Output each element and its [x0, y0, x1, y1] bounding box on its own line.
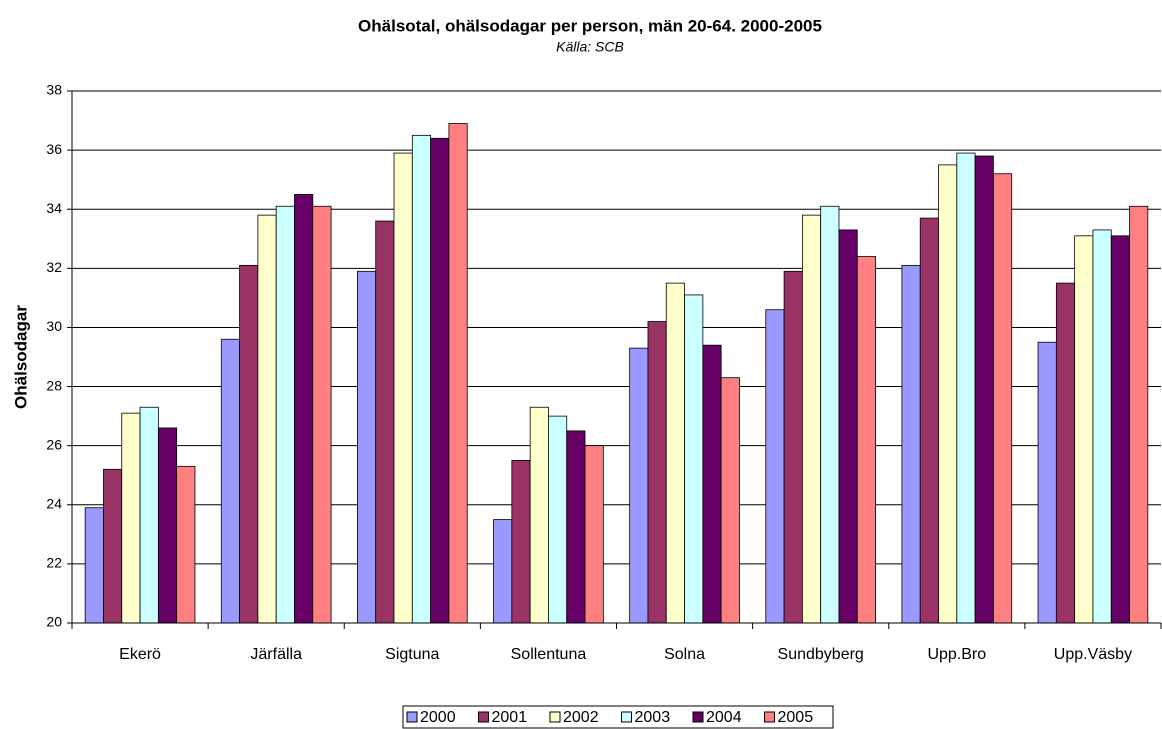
x-tick-label: Solna: [664, 646, 705, 663]
bar: [720, 377, 740, 624]
legend-label: 2000: [420, 709, 456, 726]
y-tick-label: 34: [46, 200, 62, 216]
bar: [629, 347, 649, 624]
bar: [647, 321, 667, 624]
legend-label: 2003: [635, 709, 671, 726]
bar: [1129, 205, 1149, 624]
y-tick-label: 32: [46, 259, 62, 275]
legend-swatch: [549, 711, 561, 723]
bar: [84, 507, 104, 624]
bar: [239, 264, 259, 624]
x-tick-label: Upp.Väsby: [1054, 646, 1132, 663]
bar: [566, 430, 586, 624]
bar: [783, 270, 803, 624]
bar: [1074, 235, 1094, 624]
bar: [765, 309, 785, 624]
y-tick-label: 28: [46, 377, 62, 393]
y-axis-label: Ohälsodagar: [11, 305, 30, 409]
bar: [974, 155, 994, 624]
bar: [393, 152, 413, 624]
bar: [257, 214, 277, 624]
bar: [919, 217, 939, 624]
bar: [529, 406, 549, 624]
bar: [176, 465, 196, 624]
x-tick-label: Sigtuna: [385, 646, 439, 663]
bar: [856, 256, 876, 624]
bar: [938, 164, 958, 624]
bar: [157, 427, 178, 624]
chart-subtitle: Källa: SCB: [556, 39, 624, 55]
y-tick-label: 36: [46, 141, 62, 157]
legend-swatch: [692, 711, 704, 723]
x-tick-label: Sundbyberg: [778, 646, 864, 663]
bar: [448, 123, 468, 624]
y-tick-label: 24: [46, 495, 62, 511]
bar: [1037, 341, 1057, 624]
bar: [993, 173, 1013, 624]
bar: [548, 415, 568, 624]
bar: [820, 205, 840, 624]
x-tick-label: Järfälla: [250, 646, 302, 663]
x-tick-label: Upp.Bro: [927, 646, 986, 663]
y-tick-label: 22: [46, 555, 62, 571]
bar: [357, 270, 377, 624]
bar: [430, 137, 450, 624]
y-tick-label: 38: [46, 82, 62, 98]
x-tick-label: Ekerö: [119, 646, 161, 663]
bar: [139, 406, 159, 624]
bar: [702, 344, 722, 624]
bar: [220, 338, 240, 624]
legend-box: [402, 705, 834, 729]
bar: [584, 445, 604, 624]
legend-label: 2002: [563, 709, 599, 726]
x-tick-label: Sollentuna: [511, 646, 587, 663]
bar: [411, 134, 432, 624]
bar: [684, 294, 704, 624]
legend-label: 2005: [778, 709, 814, 726]
legend-swatch: [478, 711, 489, 723]
bar: [801, 214, 822, 624]
bar: [375, 220, 395, 624]
bar: [511, 460, 531, 624]
bar: [103, 468, 123, 624]
y-tick-label: 20: [46, 614, 62, 630]
bar: [1055, 282, 1076, 624]
y-tick-label: 26: [46, 436, 62, 452]
bar: [665, 282, 685, 624]
bar: [312, 205, 332, 624]
bar: [294, 194, 314, 624]
bar: [275, 205, 295, 624]
legend-label: 2001: [492, 709, 528, 726]
legend-swatch: [621, 711, 632, 723]
bar: [901, 264, 921, 624]
chart-title: Ohälsotal, ohälsodagar per person, män 2…: [358, 16, 822, 35]
legend-swatch: [406, 711, 418, 723]
bar: [956, 152, 976, 624]
legend-swatch: [764, 711, 775, 723]
bar: [493, 519, 513, 624]
bar: [838, 229, 858, 624]
bar: [121, 412, 141, 624]
legend-label: 2004: [706, 709, 742, 726]
bar: [1110, 235, 1130, 624]
bar: [1092, 229, 1112, 624]
y-tick-label: 30: [46, 318, 62, 334]
